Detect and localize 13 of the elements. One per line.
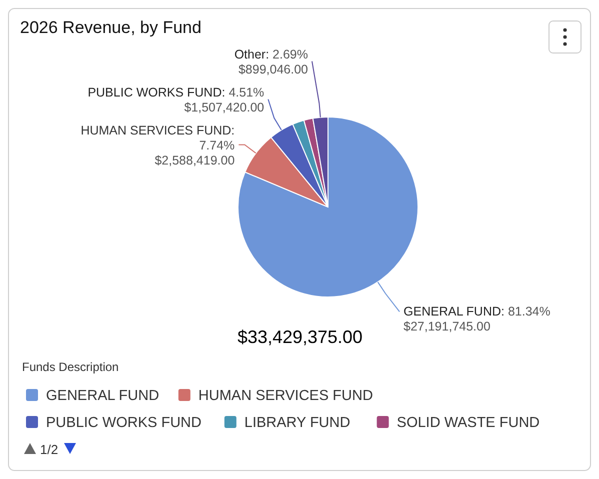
data-label: HUMAN SERVICES FUND: 7.74% $2,588,419.00 bbox=[80, 123, 235, 168]
data-label: PUBLIC WORKS FUND: 4.51% $1,507,420.00 bbox=[88, 85, 264, 114]
legend-label: HUMAN SERVICES FUND bbox=[198, 388, 373, 404]
legend-label: SOLID WASTE FUND bbox=[396, 415, 540, 431]
chart-title: 2026 Revenue, by Fund bbox=[20, 18, 202, 37]
legend-label: PUBLIC WORKS FUND bbox=[46, 415, 202, 431]
legend-title: Funds Description bbox=[22, 360, 119, 374]
text: GENERAL FUND: 81.34% $27,191,745.00 bbox=[404, 304, 550, 334]
data-label: Other: 2.69% $899,046.00 bbox=[234, 47, 308, 76]
text: $33,429,375.00 bbox=[237, 327, 363, 347]
text: 1/2 bbox=[40, 442, 58, 457]
legend-label: LIBRARY FUND bbox=[244, 415, 350, 431]
legend-label: GENERAL FUND bbox=[46, 388, 160, 404]
